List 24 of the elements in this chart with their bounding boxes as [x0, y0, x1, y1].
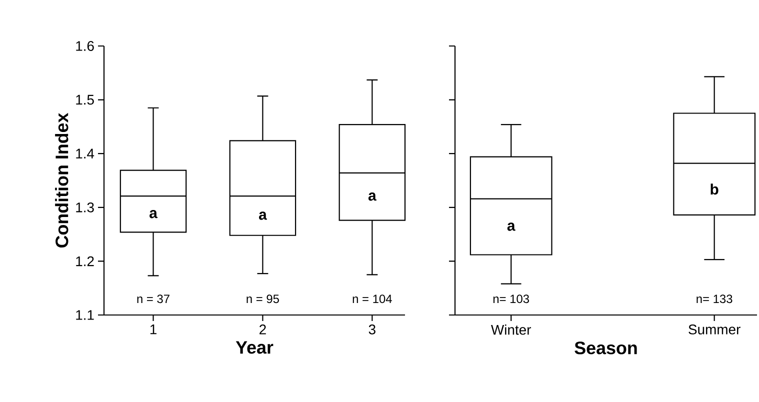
x-axis-title: Season [574, 342, 637, 354]
x-tick-label: Summer [688, 324, 740, 334]
x-tick-label: 3 [368, 324, 376, 334]
y-tick-label: 1.5 [76, 94, 94, 105]
annotation: a [150, 210, 158, 218]
annotation: n = 95 [246, 294, 279, 304]
x-axis-title: Year [236, 341, 274, 354]
y-tick-label: 1.6 [76, 41, 94, 51]
annotation: a [258, 212, 267, 220]
annotation: a [507, 222, 516, 231]
y-tick-label: 1.1 [76, 310, 94, 320]
y-tick-label: 1.2 [76, 256, 94, 266]
annotation: a [368, 192, 376, 201]
y-tick-label: 1.3 [76, 202, 94, 212]
x-tick-label: 1 [150, 324, 156, 334]
x-tick-label: 2 [260, 324, 266, 334]
annotation: n= 103 [493, 294, 530, 304]
annotation: n = 104 [352, 294, 392, 304]
y-axis-title: Condition Index [55, 112, 68, 248]
annotation: n = 37 [137, 294, 170, 304]
x-tick-label: Winter [491, 324, 532, 335]
annotation: b [710, 184, 718, 195]
y-tick-label: 1.4 [76, 148, 94, 158]
annotation: n= 133 [696, 294, 732, 304]
